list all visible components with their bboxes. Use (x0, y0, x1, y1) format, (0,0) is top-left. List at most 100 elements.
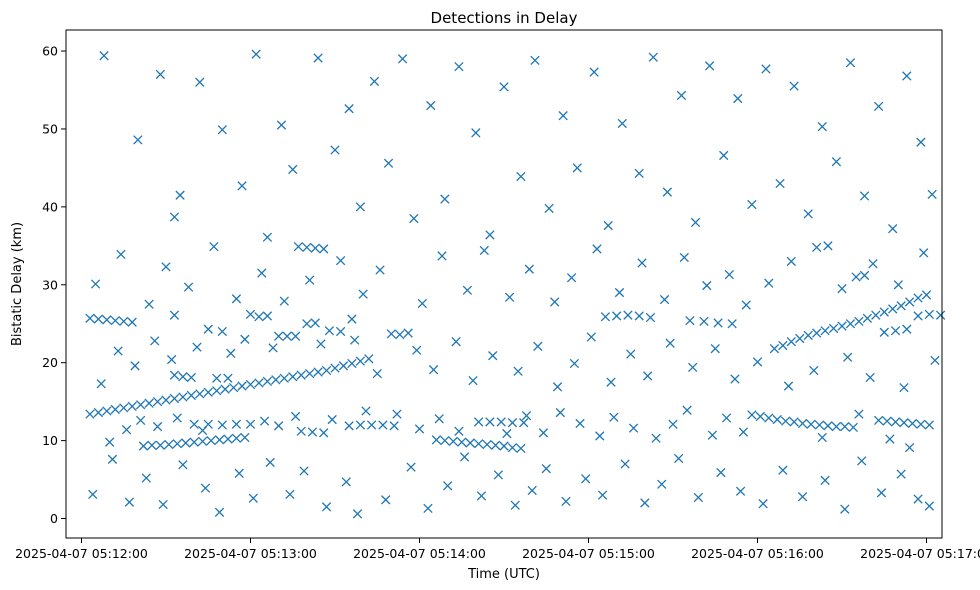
data-point (904, 442, 915, 453)
data-point (541, 463, 551, 474)
data-point (797, 418, 808, 429)
data-point (93, 314, 104, 324)
data-point (223, 434, 233, 444)
data-point (459, 452, 470, 462)
data-point (178, 460, 188, 470)
data-point (172, 439, 182, 449)
data-point (341, 477, 351, 487)
data-point (313, 367, 323, 377)
data-point (862, 313, 873, 323)
data-point (200, 483, 211, 493)
data-point (144, 299, 154, 309)
data-point (628, 423, 639, 433)
data-point (293, 241, 304, 252)
data-point (169, 370, 180, 380)
data-point (383, 158, 394, 168)
data-point (516, 443, 526, 454)
data-point (640, 498, 650, 508)
data-point (217, 420, 227, 430)
data-point (228, 382, 239, 393)
data-point (347, 314, 357, 324)
data-point (330, 145, 340, 155)
data-point (817, 432, 827, 443)
data-point (783, 381, 794, 391)
data-point (747, 199, 757, 210)
data-point (417, 298, 427, 309)
data-point (290, 331, 301, 341)
x-tick-label: 2025-04-07 05:12:00 (15, 546, 148, 561)
data-point (516, 171, 526, 182)
data-point (155, 440, 166, 450)
data-point (488, 351, 498, 361)
data-point (276, 120, 287, 130)
data-point (271, 375, 281, 385)
data-point (366, 420, 377, 430)
data-point (319, 428, 329, 438)
data-point (648, 52, 658, 62)
y-axis-label: Bistatic Delay (km) (10, 222, 25, 346)
data-point (237, 181, 247, 191)
data-point (138, 441, 149, 451)
x-tick-label: 2025-04-07 05:13:00 (184, 546, 317, 561)
data-point (344, 421, 354, 431)
data-point (716, 467, 726, 478)
data-point (212, 373, 222, 383)
data-point (552, 382, 563, 392)
data-point (527, 485, 537, 496)
data-point (369, 76, 380, 87)
data-point (110, 404, 120, 415)
data-point (617, 118, 627, 129)
data-point (397, 54, 408, 64)
data-point (107, 454, 118, 464)
data-point (223, 373, 233, 383)
data-point (513, 366, 523, 376)
data-point (764, 413, 774, 423)
data-point (555, 407, 565, 418)
data-point (172, 413, 182, 423)
data-point (234, 468, 244, 478)
data-point (719, 150, 729, 161)
data-point (575, 418, 585, 429)
data-point (262, 232, 273, 242)
data-point (274, 421, 284, 431)
data-point (220, 384, 230, 394)
data-point (558, 111, 568, 121)
data-point (141, 473, 151, 483)
data-point (896, 469, 906, 479)
data-point (327, 414, 337, 425)
data-point (755, 411, 765, 422)
data-point (699, 316, 709, 327)
data-point (257, 268, 267, 278)
data-point (124, 497, 135, 507)
data-point (902, 324, 912, 334)
data-point (296, 370, 306, 380)
data-point (634, 168, 644, 179)
data-point (499, 82, 509, 92)
data-point (403, 328, 413, 338)
data-point (443, 481, 453, 491)
data-point (811, 328, 822, 338)
data-point (183, 282, 194, 292)
data-point (282, 331, 292, 341)
data-point (161, 262, 171, 272)
data-point (682, 405, 692, 415)
data-point (775, 178, 785, 189)
data-point (913, 494, 923, 504)
data-point (789, 81, 799, 91)
data-point (195, 77, 205, 87)
data-point (96, 379, 106, 389)
data-point (612, 311, 622, 321)
data-point (212, 386, 222, 396)
data-point (603, 220, 613, 231)
data-point (586, 332, 596, 342)
data-point (738, 427, 749, 437)
data-point (428, 365, 439, 375)
data-point (217, 326, 227, 337)
data-point (589, 67, 599, 77)
data-point (268, 343, 278, 353)
data-point (806, 419, 816, 429)
data-point (288, 164, 298, 175)
data-point (637, 258, 647, 268)
data-point (665, 338, 675, 348)
chart-title: Detections in Delay (431, 9, 578, 27)
